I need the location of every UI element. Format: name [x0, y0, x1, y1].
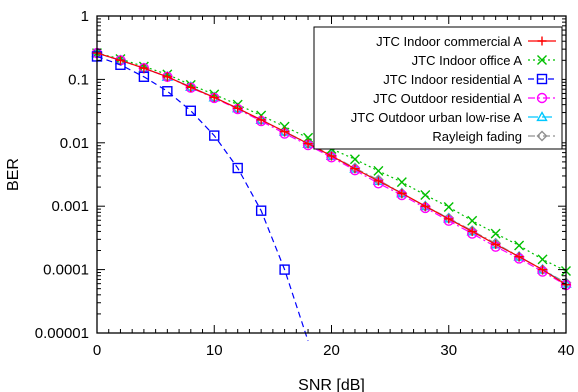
legend-swatch-marker: [536, 73, 548, 85]
data-point: [162, 86, 173, 97]
legend-label: JTC Outdoor urban low-rise A: [351, 110, 523, 125]
y-tick-label: 0.01: [60, 135, 89, 152]
data-point: [467, 226, 477, 236]
data-point: [233, 103, 243, 113]
y-axis-title: BER: [5, 158, 22, 191]
series-0: [92, 48, 571, 290]
data-point: [279, 264, 290, 275]
data-point: [327, 151, 336, 161]
series-line: [96, 55, 309, 342]
x-tick-label: 30: [440, 342, 457, 359]
legend-label: JTC Indoor residential A: [383, 72, 522, 87]
data-point: [232, 162, 243, 174]
data-point: [443, 202, 454, 213]
data-point: [467, 215, 478, 226]
data-point: [538, 265, 548, 275]
y-tick-label: 0.0001: [43, 262, 89, 279]
x-tick-label: 10: [206, 342, 223, 359]
y-tick-label: 0.00001: [35, 325, 89, 342]
legend-swatch-marker: [536, 92, 548, 104]
data-point: [115, 55, 125, 65]
data-point: [349, 154, 360, 165]
ticks-layer: 0 10 20 30 40 1 0.1 0.01 0.001 0.0001 0.00001: [35, 8, 575, 359]
data-point: [537, 254, 548, 265]
data-point: [303, 132, 314, 143]
legend-label: Rayleigh fading: [432, 129, 522, 144]
legend: JTC Indoor commercial A JTC Indoor office…: [313, 26, 563, 150]
data-point: [373, 165, 384, 176]
x-tick-label: 20: [323, 342, 340, 359]
legend-swatch-marker: [537, 55, 547, 65]
legend-swatch-marker: [536, 111, 548, 122]
data-point: [162, 72, 172, 82]
data-point: [303, 139, 313, 149]
data-point: [444, 214, 454, 224]
data-point: [514, 240, 525, 251]
y-tick-label: 0.1: [68, 71, 89, 88]
data-point: [420, 190, 431, 201]
data-point: [280, 127, 290, 137]
x-axis-title: SNR [dB]: [298, 377, 365, 392]
data-point: [350, 164, 360, 174]
data-point: [491, 239, 501, 249]
data-point: [373, 176, 383, 186]
data-point: [514, 252, 524, 262]
data-point: [396, 177, 407, 188]
x-tick-label: 40: [558, 342, 575, 359]
series-layer: [91, 47, 572, 342]
data-point: [186, 82, 196, 92]
legend-label: JTC Indoor office A: [412, 53, 523, 68]
legend-box: [313, 26, 563, 150]
data-point: [490, 228, 501, 239]
y-tick-label: 0.001: [51, 198, 89, 215]
legend-label: JTC Outdoor residential A: [373, 91, 522, 106]
data-point: [209, 92, 219, 102]
legend-label: JTC Indoor commercial A: [376, 34, 522, 49]
data-point: [139, 63, 149, 73]
x-tick-label: 0: [93, 342, 101, 359]
legend-swatch-marker: [537, 36, 547, 46]
legend-swatch-marker: [536, 130, 548, 142]
y-tick-label: 1: [81, 8, 89, 25]
data-point: [420, 201, 430, 211]
data-point: [185, 105, 197, 116]
data-point: [255, 205, 267, 216]
data-point: [256, 115, 266, 125]
data-point: [209, 130, 220, 141]
data-point: [397, 188, 407, 198]
